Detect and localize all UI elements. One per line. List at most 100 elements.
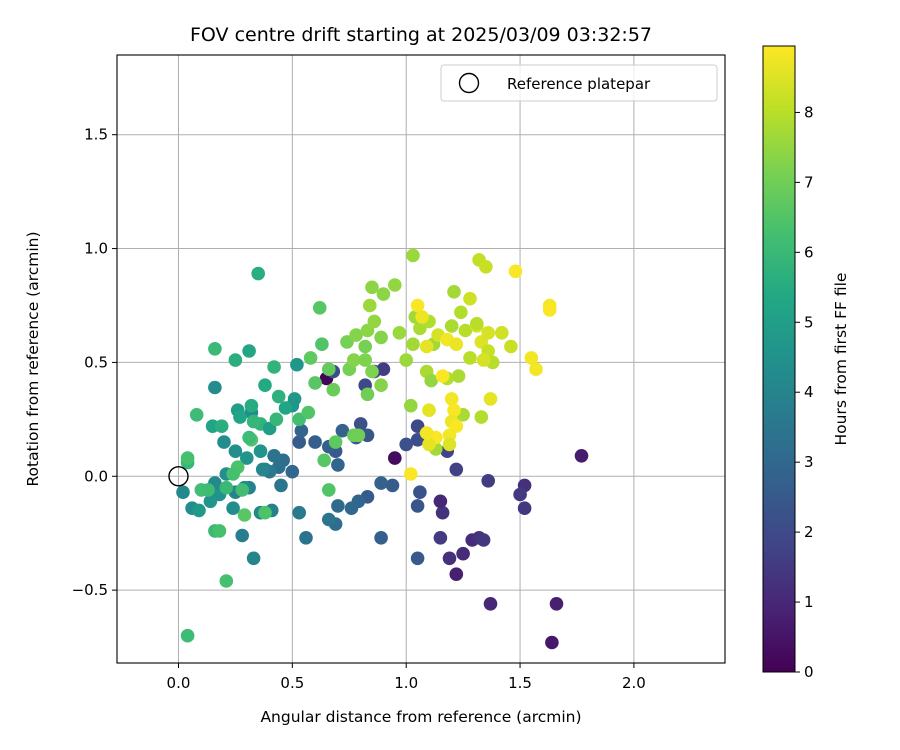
scatter-point [542, 303, 557, 317]
scatter-point [444, 392, 459, 406]
colorbar-tick-label: 2 [804, 523, 814, 541]
scatter-point [458, 323, 473, 338]
scatter-point [246, 414, 261, 429]
scatter-point [449, 567, 464, 581]
scatter-point [476, 533, 491, 547]
scatter-point [463, 291, 477, 306]
scatter-point [504, 339, 518, 354]
reference-marker-layer [168, 466, 189, 487]
scatter-point [253, 444, 268, 459]
scatter-point [331, 458, 345, 472]
colorbar-tick-label: 5 [804, 313, 814, 331]
scatter-point [365, 364, 379, 379]
scatter-point [376, 362, 391, 377]
scatter-point [317, 453, 332, 468]
scatter-point [406, 337, 420, 352]
scatter-point [349, 328, 363, 342]
scatter-point [524, 351, 539, 365]
scatter-point [376, 287, 391, 301]
scatter-point [404, 467, 418, 481]
y-tick-label: 1.0 [84, 240, 108, 258]
x-tick-label: 2.0 [622, 674, 646, 692]
scatter-point [442, 551, 457, 566]
scatter-point [292, 505, 307, 520]
scatter-point [433, 531, 448, 545]
scatter-point [410, 298, 425, 313]
scatter-point [208, 342, 222, 356]
scatter-point [308, 435, 322, 449]
colorbar-label: Hours from first FF file [832, 273, 850, 446]
legend-label: Reference platepar [507, 75, 651, 93]
scatter-point [251, 266, 265, 281]
scatter-point [237, 508, 252, 522]
scatter-point [508, 264, 523, 279]
colorbar-tick-label: 6 [804, 243, 814, 261]
scatter-point [404, 398, 418, 413]
scatter-point [212, 524, 227, 538]
scatter-point [192, 503, 206, 518]
scatter-point [374, 476, 388, 490]
scatter-point [476, 353, 491, 367]
scatter-point [463, 351, 477, 365]
scatter-point [422, 403, 436, 418]
scatter-point [415, 310, 429, 324]
scatter-point [444, 319, 459, 333]
scatter-point [235, 528, 249, 543]
scatter-point [217, 435, 231, 449]
scatter-point [290, 357, 304, 372]
scatter-point [322, 512, 336, 527]
chart-title: FOV centre drift starting at 2025/03/09 … [190, 24, 652, 46]
scatter-point [285, 464, 300, 479]
colorbar-tick-label: 8 [804, 103, 814, 121]
scatter-point [271, 389, 286, 404]
scatter-point [255, 462, 270, 477]
scatter-point [201, 483, 215, 497]
scatter-point [419, 339, 434, 354]
scatter-point [180, 451, 195, 465]
colorbar-tick-label: 4 [804, 383, 814, 401]
x-tick-label: 1.0 [394, 674, 418, 692]
scatter-point [335, 423, 350, 438]
scatter-point [483, 597, 498, 611]
scatter-point [549, 597, 564, 611]
x-axis-label: Angular distance from reference (arcmin) [260, 708, 581, 726]
scatter-point [214, 419, 229, 434]
x-tick-label: 0.5 [280, 674, 304, 692]
colorbar-ticks: 0 1 2 3 4 5 6 7 8 [795, 103, 814, 681]
scatter-point [481, 474, 496, 488]
scatter-point [353, 417, 368, 431]
scatter-point [385, 478, 400, 493]
scatter-point [424, 373, 439, 388]
x-tick-label: 0.0 [167, 674, 191, 692]
scatter-point [388, 278, 402, 292]
legend-box [440, 64, 718, 102]
scatter-point [244, 398, 259, 413]
scatter-point [454, 305, 468, 320]
scatter-point [419, 426, 434, 440]
scatter-point [228, 444, 243, 459]
colorbar [762, 45, 796, 673]
scatter-point [301, 405, 316, 420]
scatter-point [483, 392, 498, 406]
scatter-point [360, 387, 375, 402]
scatter-point [435, 505, 450, 520]
scatter-point [315, 337, 329, 352]
scatter-point [347, 353, 361, 367]
scatter-point [442, 437, 457, 452]
legend: Reference platepar [440, 64, 718, 102]
scatter-point [299, 531, 313, 545]
scatter-point [351, 428, 366, 443]
scatter-point [303, 351, 318, 365]
scatter-point [433, 494, 448, 509]
scatter-point [246, 551, 261, 566]
scatter-point [367, 314, 382, 329]
scatter-point [180, 628, 195, 643]
scatter-point [219, 574, 234, 588]
scatter-point [449, 337, 464, 352]
scatter-point [228, 353, 243, 367]
reference-platepar-marker [168, 466, 189, 487]
y-axis-label: Rotation from reference (arcmin) [24, 231, 42, 486]
colorbar-tick-label: 0 [804, 663, 814, 681]
scatter-point [322, 483, 336, 497]
